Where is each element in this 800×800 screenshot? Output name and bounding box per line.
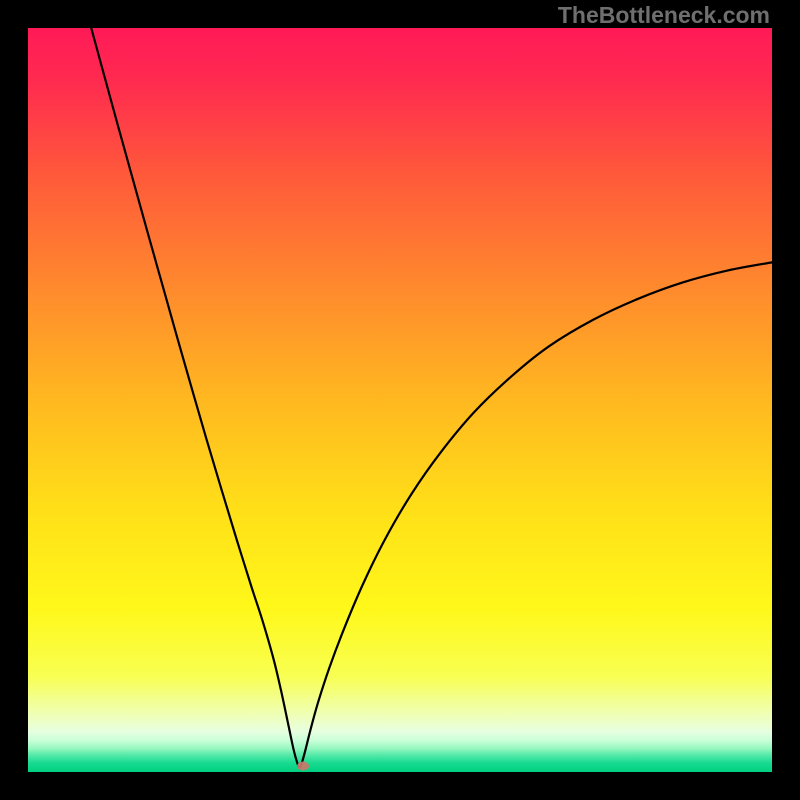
watermark-text: TheBottleneck.com xyxy=(558,2,770,29)
plot-svg xyxy=(28,28,772,772)
minimum-marker xyxy=(296,761,310,772)
minimum-marker-ellipse xyxy=(296,761,310,772)
plot-area xyxy=(28,28,772,772)
chart-frame: TheBottleneck.com xyxy=(0,0,800,800)
